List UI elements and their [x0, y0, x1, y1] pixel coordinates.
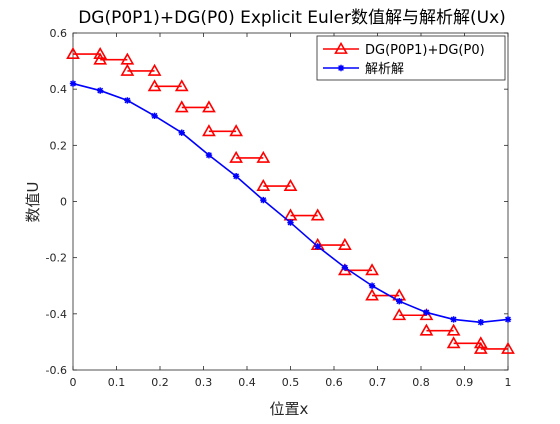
- y-tick-label: 0.2: [50, 139, 68, 152]
- dg-marker: [446, 323, 461, 336]
- x-tick-label: 0: [70, 376, 77, 389]
- dg-marker: [66, 46, 80, 59]
- dg-marker: [337, 237, 352, 250]
- x-tick-label: 0.7: [369, 376, 387, 389]
- x-tick-label: 0.1: [108, 376, 126, 389]
- dg-marker: [365, 263, 379, 276]
- analytic-point: [450, 316, 457, 323]
- x-tick-label: 1: [505, 376, 512, 389]
- dg-marker: [419, 308, 434, 321]
- dg-marker: [174, 100, 189, 113]
- legend-label-analytic: 解析解: [365, 62, 404, 77]
- dg-marker: [473, 336, 488, 349]
- dg-marker: [501, 341, 515, 354]
- analytic-point: [260, 196, 267, 204]
- dg-marker: [256, 150, 271, 163]
- x-tick-label: 0.6: [325, 376, 343, 389]
- chart-title: DG(P0P1)+DG(P0) Explicit Euler数值解与解析解(Ux…: [78, 8, 506, 28]
- dg-marker: [120, 63, 135, 76]
- dg-marker: [365, 288, 379, 301]
- dg-marker: [147, 79, 162, 92]
- analytic-point: [124, 97, 131, 104]
- dg-marker: [93, 52, 108, 65]
- dg-marker: [283, 178, 298, 191]
- plot-area: 0 0.1 0.2 0.3 0.4 0.5 0.6 0.7 0.8 0.9 1 -0.6 -0.4 -0.…: [46, 27, 515, 389]
- x-tick-label: 0.4: [238, 376, 256, 389]
- legend-marker-analytic: [337, 64, 345, 72]
- analytic-point: [232, 173, 240, 180]
- analytic-point: [368, 282, 376, 289]
- dg-marker: [93, 46, 108, 59]
- legend-box: [316, 35, 506, 81]
- dg-marker: [147, 63, 162, 76]
- analytic-point: [96, 87, 104, 94]
- analytic-point: [504, 316, 512, 323]
- y-tick-label: -0.6: [46, 364, 67, 377]
- analytic-point: [341, 264, 349, 271]
- dg-marker: [202, 100, 216, 113]
- analytic-point: [477, 319, 485, 326]
- analytic-point: [287, 219, 294, 226]
- dg-marker: [229, 150, 244, 163]
- y-tick-label: 0: [60, 196, 67, 209]
- dg-marker: [229, 124, 244, 137]
- analytic-point: [205, 151, 213, 159]
- analytic-point: [314, 243, 321, 250]
- analytic-point: [69, 80, 77, 87]
- y-tick-label: 0.6: [50, 27, 68, 40]
- dg-marker: [174, 79, 189, 92]
- dg-marker: [473, 341, 488, 354]
- x-tick-label: 0.2: [151, 376, 169, 389]
- analytic-point: [178, 129, 185, 136]
- dg-marker: [202, 124, 216, 137]
- dg-marker: [310, 208, 325, 221]
- x-axis-label: 位置x: [270, 400, 309, 418]
- dg-marker: [256, 178, 271, 191]
- y-tick-label: -0.2: [46, 252, 67, 265]
- x-tick-label: 0.8: [412, 376, 430, 389]
- y-axis-label: 数值U: [24, 182, 42, 223]
- dg-marker: [419, 323, 434, 336]
- x-tick-label: 0.5: [282, 376, 300, 389]
- analytic-point: [423, 309, 430, 316]
- axes-box: [72, 32, 509, 371]
- x-tick-label: 0.3: [195, 376, 213, 389]
- y-tick-label: -0.4: [46, 308, 67, 321]
- legend-marker-dg: [334, 41, 348, 54]
- y-tick-label: 0.4: [50, 83, 68, 96]
- dg-marker: [392, 308, 407, 321]
- analytic-point: [151, 112, 158, 120]
- dg-marker: [446, 336, 461, 349]
- legend-label-dg: DG(P0P1)+DG(P0): [365, 43, 485, 58]
- legend: DG(P0P1)+DG(P0) 解析解: [316, 35, 506, 81]
- analytic-point: [396, 297, 403, 305]
- x-tick-label: 0.9: [456, 376, 474, 389]
